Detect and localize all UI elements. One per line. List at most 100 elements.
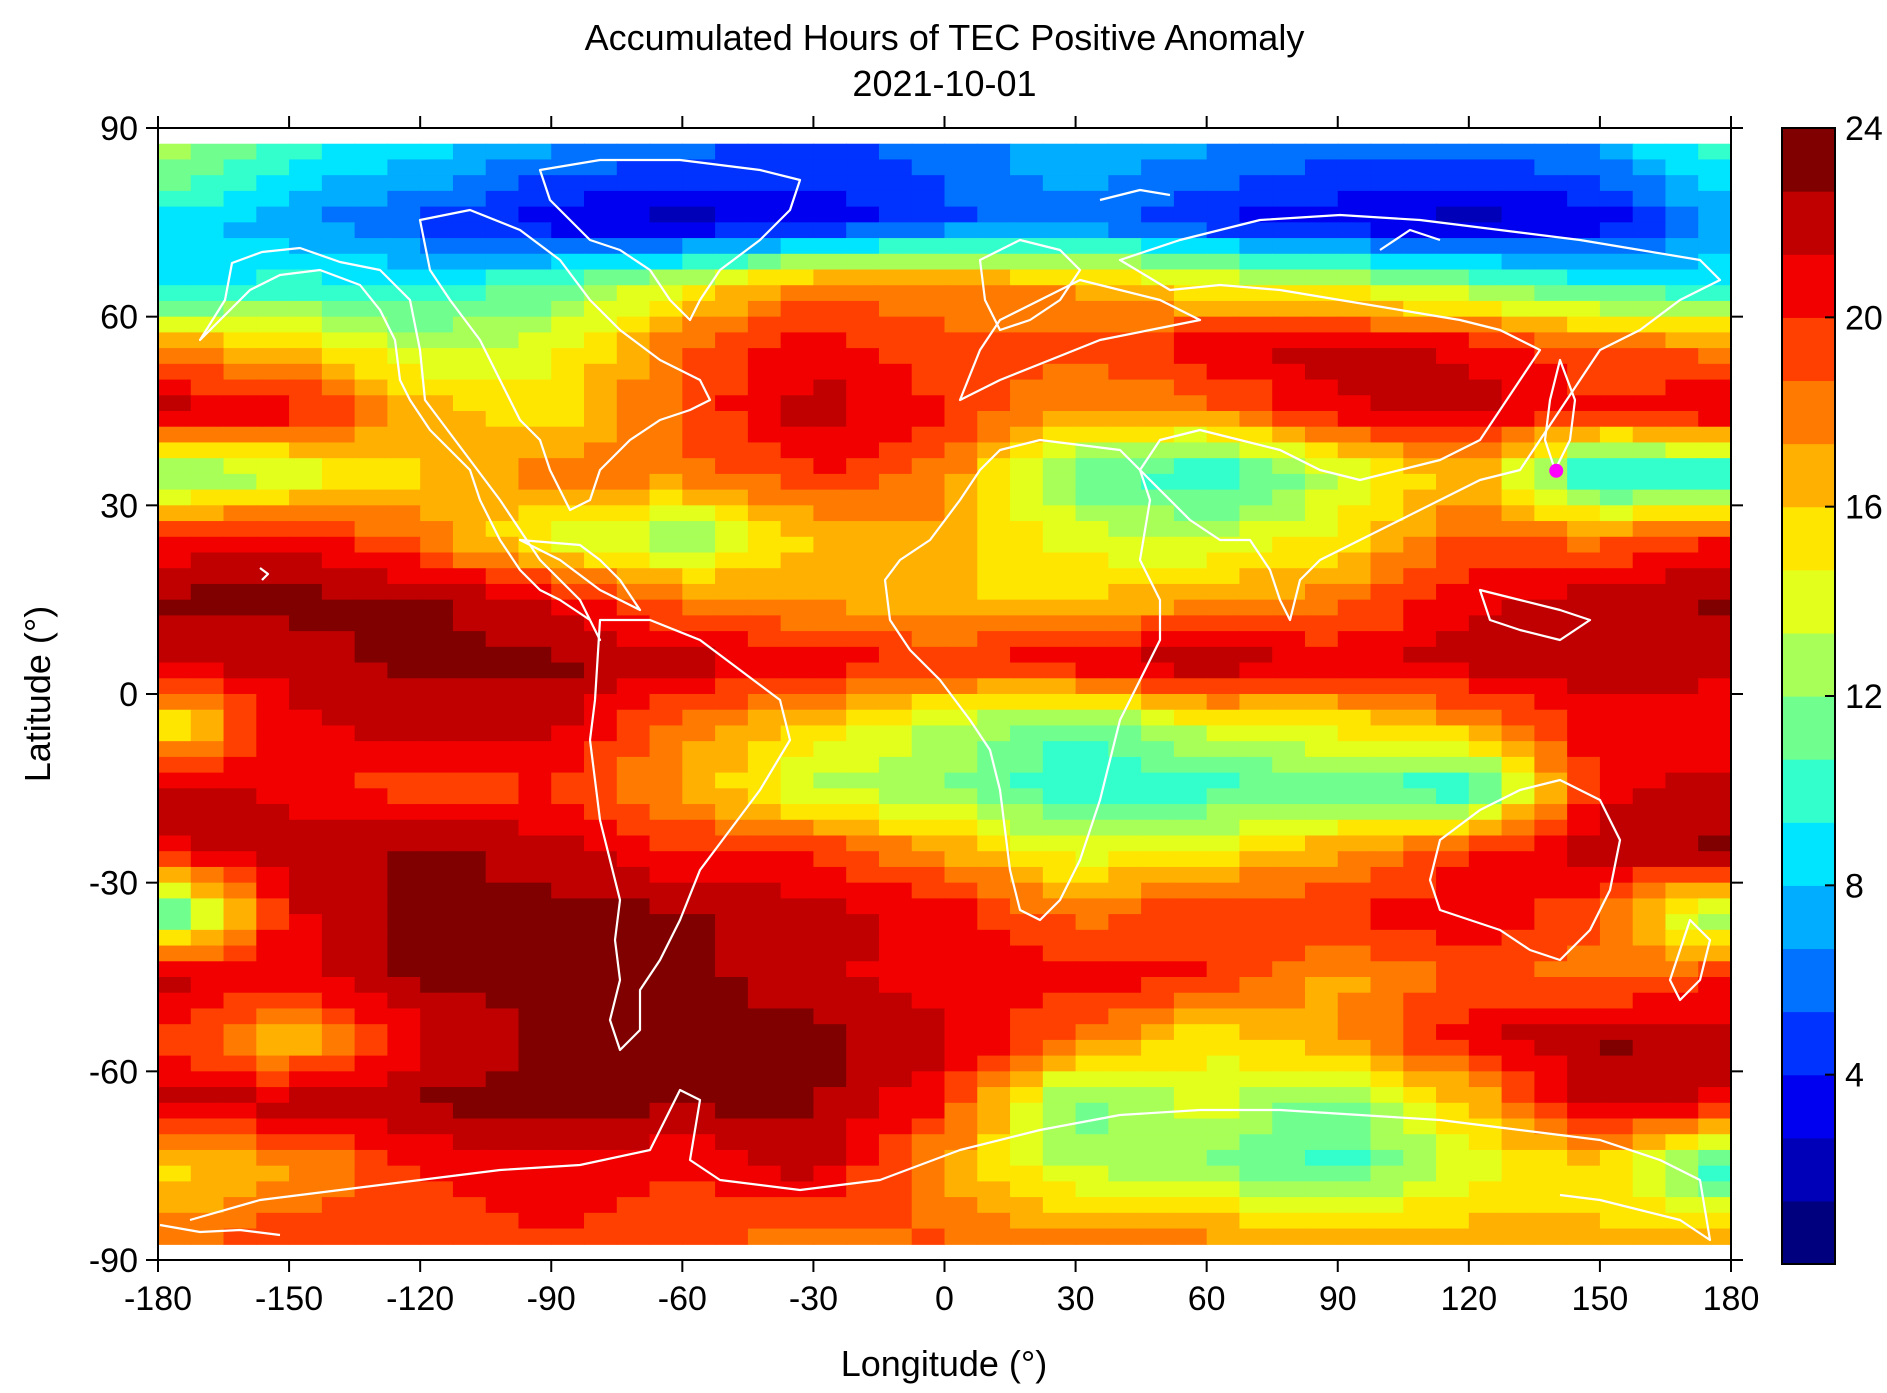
heatmap-cell xyxy=(780,694,815,711)
heatmap-cell xyxy=(715,411,749,428)
heatmap-cell xyxy=(1501,945,1535,962)
heatmap-cell xyxy=(715,458,749,475)
heatmap-cell xyxy=(387,159,421,176)
heatmap-cell xyxy=(387,772,421,789)
heatmap-cell xyxy=(485,725,520,742)
heatmap-cell xyxy=(616,175,651,192)
heatmap-cell xyxy=(1239,1149,1273,1167)
heatmap-cell xyxy=(190,631,225,648)
heatmap-cell xyxy=(1632,1008,1667,1025)
heatmap-cell xyxy=(1632,269,1667,286)
heatmap-cell xyxy=(354,1024,388,1041)
heatmap-cell xyxy=(1042,458,1077,475)
heatmap-cell xyxy=(1042,332,1077,349)
heatmap-cell xyxy=(1173,348,1208,365)
heatmap-cell xyxy=(584,1165,618,1182)
heatmap-cell xyxy=(1567,159,1601,176)
heatmap-cell xyxy=(584,379,618,396)
heatmap-cell xyxy=(1501,568,1535,585)
heatmap-cell xyxy=(420,395,454,412)
heatmap-cell xyxy=(551,206,585,223)
heatmap-cell xyxy=(878,977,913,994)
heatmap-cell xyxy=(1501,1197,1535,1214)
heatmap-cell xyxy=(1075,678,1109,695)
heatmap-cell xyxy=(1108,143,1142,161)
heatmap-cell xyxy=(518,1071,552,1088)
heatmap-cell xyxy=(387,458,421,475)
heatmap-cell xyxy=(1075,253,1109,271)
colorbar-segment xyxy=(1782,443,1835,508)
heatmap-cell xyxy=(715,521,749,538)
heatmap-cell xyxy=(682,929,716,947)
heatmap-cell xyxy=(682,1165,716,1182)
heatmap-cell xyxy=(1665,175,1699,192)
heatmap-cell xyxy=(1075,1039,1109,1057)
heatmap-cell xyxy=(1075,159,1109,176)
x-tick-label: 0 xyxy=(935,1280,954,1318)
heatmap-cell xyxy=(1010,143,1044,161)
heatmap-cell xyxy=(1173,1134,1208,1151)
heatmap-cell xyxy=(256,1149,290,1167)
heatmap-cell xyxy=(911,379,946,396)
heatmap-cell xyxy=(1632,945,1667,962)
heatmap-cell xyxy=(1501,1181,1535,1198)
heatmap-cell xyxy=(878,521,913,538)
heatmap-cell xyxy=(223,662,257,679)
heatmap-cell xyxy=(1108,1212,1142,1230)
heatmap-cell xyxy=(190,552,225,569)
heatmap-cell xyxy=(780,1024,815,1041)
heatmap-cell xyxy=(452,159,487,176)
heatmap-cell xyxy=(1468,442,1503,459)
heatmap-cell xyxy=(452,662,487,679)
heatmap-cell xyxy=(1337,300,1372,318)
heatmap-cell xyxy=(518,1228,552,1245)
heatmap-cell xyxy=(780,1149,815,1167)
heatmap-cell xyxy=(1173,536,1208,554)
heatmap-cell xyxy=(649,316,683,333)
heatmap-cell xyxy=(780,882,815,899)
heatmap-cell xyxy=(551,694,585,711)
heatmap-cell xyxy=(289,536,323,554)
heatmap-cell xyxy=(1239,1087,1273,1104)
heatmap-cell xyxy=(813,316,847,333)
heatmap-cell xyxy=(1665,1008,1699,1025)
heatmap-cell xyxy=(1108,175,1142,192)
heatmap-cell xyxy=(1468,568,1503,585)
heatmap-cell xyxy=(1599,709,1634,727)
heatmap-cell xyxy=(354,819,388,837)
heatmap-cell xyxy=(846,1134,880,1151)
heatmap-cell xyxy=(1501,1228,1535,1245)
heatmap-cell xyxy=(780,788,815,805)
heatmap-cell xyxy=(1272,1228,1306,1245)
heatmap-cell xyxy=(878,363,913,381)
heatmap-cell xyxy=(1272,788,1306,805)
heatmap-cell xyxy=(1010,615,1044,632)
heatmap-cell xyxy=(1599,694,1634,711)
heatmap-cell xyxy=(1632,882,1667,899)
heatmap-cell xyxy=(911,536,946,554)
heatmap-cell xyxy=(1173,1071,1208,1088)
heatmap-cell xyxy=(1173,458,1208,475)
heatmap-cell xyxy=(1337,1102,1372,1120)
heatmap-cell xyxy=(944,1197,978,1214)
heatmap-cell xyxy=(584,599,618,616)
heatmap-cell xyxy=(1698,1228,1731,1245)
heatmap-cell xyxy=(289,898,323,915)
heatmap-cell xyxy=(1141,961,1175,978)
heatmap-cell xyxy=(977,741,1011,758)
heatmap-cell xyxy=(354,583,388,601)
heatmap-cell xyxy=(1304,1102,1339,1120)
heatmap-cell xyxy=(616,819,651,837)
heatmap-cell xyxy=(616,473,651,491)
heatmap-cell xyxy=(747,1008,782,1025)
heatmap-cell xyxy=(1010,772,1044,789)
heatmap-cell xyxy=(944,1134,978,1151)
heatmap-cell xyxy=(1436,898,1470,915)
heatmap-cell xyxy=(1567,1181,1601,1198)
heatmap-cell xyxy=(256,615,290,632)
heatmap-cell xyxy=(1141,1118,1175,1135)
heatmap-cell xyxy=(1108,1228,1142,1245)
heatmap-cell xyxy=(452,253,487,271)
heatmap-cell xyxy=(1567,725,1601,742)
